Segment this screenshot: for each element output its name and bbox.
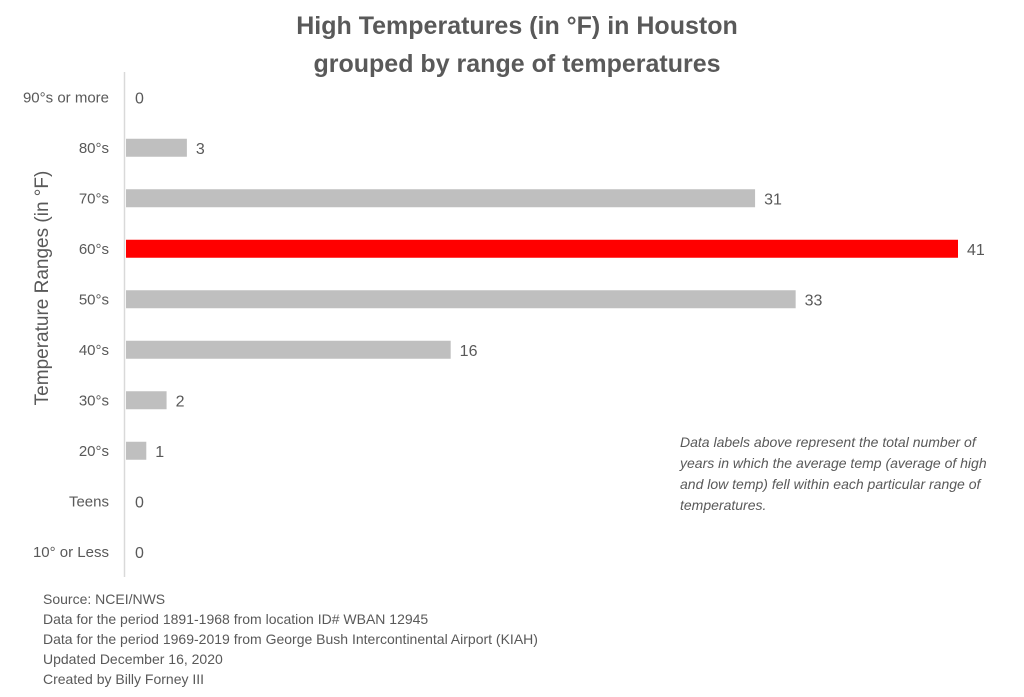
bar-40-s xyxy=(126,340,451,359)
footer-credit: Created by Billy Forney III xyxy=(43,671,205,687)
footer-period-1: Data for the period 1891-1968 from locat… xyxy=(43,611,429,627)
y-axis-label: Temperature Ranges (in °F) xyxy=(32,171,53,406)
category-tick-label-90-s-or-more: 90°s or more xyxy=(23,89,109,106)
category-tick-label-40-s: 40°s xyxy=(79,342,109,359)
bars-group: 90°s or more 0 80°s 3 70°s 31 60°s 41 50°s 33 40°s… xyxy=(23,89,985,562)
data-label-90-s-or-more: 0 xyxy=(135,90,144,107)
bar-20-s xyxy=(126,441,147,460)
category-tick-label-60-s: 60°s xyxy=(79,241,109,258)
data-label-30-s: 2 xyxy=(176,393,185,410)
category-tick-label-10-or-less: 10° or Less xyxy=(33,544,109,561)
data-label-teens: 0 xyxy=(135,494,144,511)
footer-source: Source: NCEI/NWS xyxy=(43,591,166,607)
bar-70-s xyxy=(126,189,756,208)
chart-subtitle: grouped by range of temperatures xyxy=(313,50,721,78)
data-label-50-s: 33 xyxy=(805,292,823,309)
footer-period-2: Data for the period 1969-2019 from Georg… xyxy=(43,631,538,647)
source-footer: Source: NCEI/NWS Data for the period 189… xyxy=(43,589,538,689)
data-label-10-or-less: 0 xyxy=(135,545,144,562)
category-tick-label-30-s: 30°s xyxy=(79,392,109,409)
data-label-70-s: 31 xyxy=(764,191,782,208)
category-tick-label-20-s: 20°s xyxy=(79,443,109,460)
data-label-note: Data labels above represent the total nu… xyxy=(680,434,987,513)
category-tick-label-50-s: 50°s xyxy=(79,291,109,308)
data-label-80-s: 3 xyxy=(196,141,205,158)
bar-30-s xyxy=(126,391,167,410)
data-label-60-s: 41 xyxy=(967,242,985,259)
category-tick-label-80-s: 80°s xyxy=(79,140,109,157)
data-label-40-s: 16 xyxy=(460,343,478,360)
data-label-20-s: 1 xyxy=(155,444,164,461)
bar-50-s xyxy=(126,290,796,309)
chart-title: High Temperatures (in °F) in Houston xyxy=(296,12,738,40)
bar-60-s xyxy=(126,239,958,258)
category-tick-label-teens: Teens xyxy=(69,493,109,510)
footer-updated: Updated December 16, 2020 xyxy=(43,651,223,667)
category-tick-label-70-s: 70°s xyxy=(79,190,109,207)
bar-80-s xyxy=(126,138,187,157)
